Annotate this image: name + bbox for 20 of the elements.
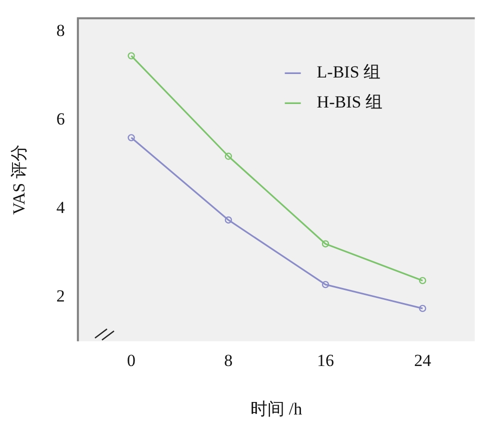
- x-tick-label: 0: [127, 350, 136, 370]
- x-axis-title: 时间 /h: [250, 399, 303, 418]
- point: [128, 134, 135, 142]
- point: [419, 276, 426, 284]
- y-axis-title: VAS 评分: [10, 144, 29, 215]
- point: [128, 52, 135, 60]
- point: [322, 280, 330, 288]
- y-tick-label: 2: [56, 286, 65, 306]
- point: [322, 240, 330, 248]
- x-tick-label: 24: [414, 350, 432, 370]
- y-tick-label: 6: [56, 109, 65, 128]
- legend-label: H-BIS 组: [316, 92, 382, 112]
- x-tick-label: 16: [317, 350, 334, 370]
- y-tick-label: 4: [56, 198, 66, 217]
- point: [224, 152, 232, 160]
- point: [224, 216, 232, 224]
- legend-label: L-BIS 组: [316, 62, 381, 82]
- x-tick-label: 8: [224, 350, 233, 370]
- y-tick-label: 8: [56, 20, 65, 40]
- point: [419, 304, 426, 312]
